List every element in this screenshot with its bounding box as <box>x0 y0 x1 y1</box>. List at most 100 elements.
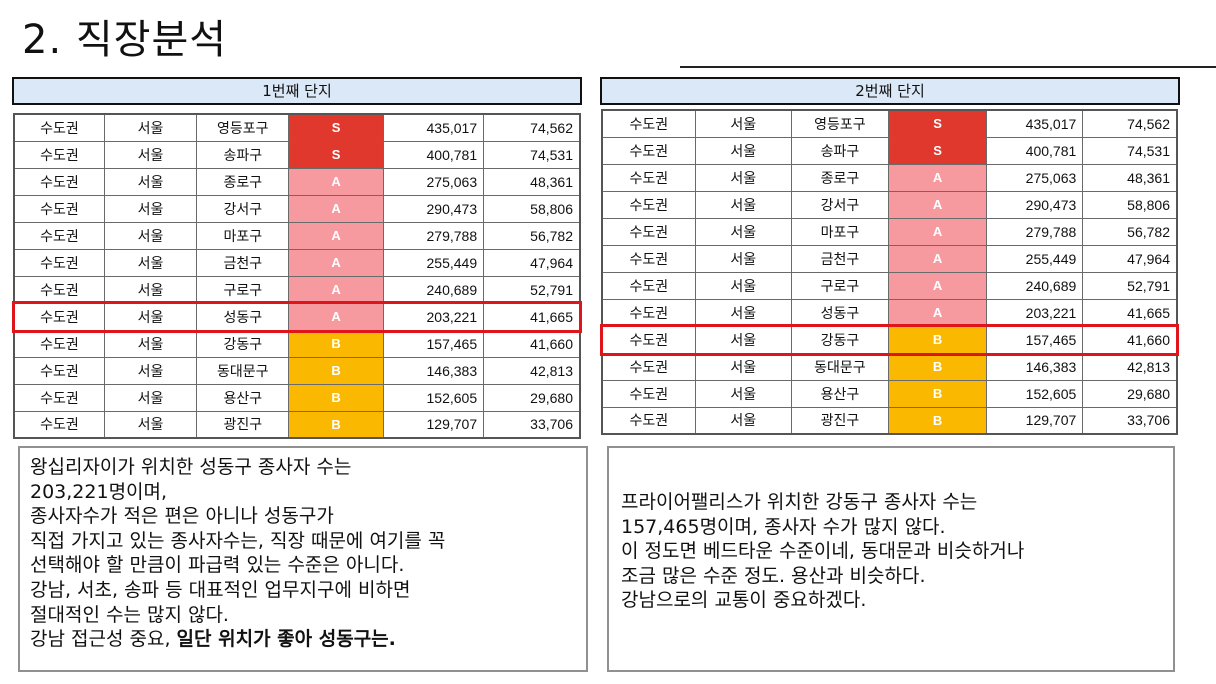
workers-cell: 275,063 <box>986 163 1084 192</box>
grade-cell: B <box>288 329 384 358</box>
companies-cell: 29,680 <box>1082 379 1178 408</box>
city-cell: 서울 <box>694 325 792 354</box>
grade-cell: B <box>887 406 988 435</box>
table-row: 수도권 서울 광진구 B 129,707 33,706 <box>601 406 1178 435</box>
note-text: 이 정도면 베드타운 수준이네, 동대문과 비슷하거나 <box>621 540 1025 563</box>
city-cell: 서울 <box>694 190 792 219</box>
table-row: 수도권 서울 용산구 B 152,605 29,680 <box>13 383 581 412</box>
table-row: 수도권 서울 구로구 A 240,689 52,791 <box>13 275 581 304</box>
region-cell: 수도권 <box>13 248 105 277</box>
note-line: 강남으로의 교통이 중요하겠다. <box>621 588 1173 613</box>
district-cell: 금천구 <box>196 248 290 277</box>
note-line: 157,465명이며, 종사자 수가 많지 않다. <box>621 515 1173 540</box>
companies-cell: 74,531 <box>1082 136 1178 165</box>
region-cell: 수도권 <box>601 163 696 192</box>
note-text: 강남, 서초, 송파 등 대표적인 업무지구에 비하면 <box>30 578 411 601</box>
table-row: 수도권 서울 강동구 B 157,465 41,660 <box>13 329 581 358</box>
city-cell: 서울 <box>694 217 792 246</box>
city-cell: 서울 <box>694 163 792 192</box>
district-cell: 종로구 <box>196 167 290 196</box>
note-text: 절대적인 수는 많지 않다. <box>30 603 229 626</box>
note-emphasis: 일단 위치가 좋아 성동구는. <box>176 628 396 651</box>
grade-cell: A <box>887 190 988 219</box>
grade-cell: A <box>288 221 384 250</box>
companies-cell: 56,782 <box>1082 217 1178 246</box>
table-row: 수도권 서울 용산구 B 152,605 29,680 <box>601 379 1178 408</box>
note-line: 203,221명이며, <box>30 480 586 505</box>
note-text: 종사자수가 적은 편은 아니나 성동구가 <box>30 505 334 528</box>
city-cell: 서울 <box>103 329 198 358</box>
note-text: 왕십리자이가 위치한 성동구 종사자 수는 <box>30 456 352 478</box>
workers-cell: 129,707 <box>382 410 485 439</box>
region-cell: 수도권 <box>13 302 105 331</box>
table-row: 수도권 서울 금천구 A 255,449 47,964 <box>13 248 581 277</box>
district-cell: 강서구 <box>196 194 290 223</box>
table-row: 수도권 서울 구로구 A 240,689 52,791 <box>601 271 1178 300</box>
region-cell: 수도권 <box>601 271 696 300</box>
region-cell: 수도권 <box>601 244 696 273</box>
table-row: 수도권 서울 영등포구 S 435,017 74,562 <box>601 109 1178 138</box>
grade-cell: S <box>887 136 988 165</box>
note-line: 조금 많은 수준 정도. 용산과 비슷하다. <box>621 564 1173 589</box>
region-cell: 수도권 <box>13 329 105 358</box>
table-row: 수도권 서울 마포구 A 279,788 56,782 <box>13 221 581 250</box>
region-cell: 수도권 <box>13 383 105 412</box>
workers-cell: 435,017 <box>986 109 1084 138</box>
right-note: 프라이어팰리스가 위치한 강동구 종사자 수는 157,465명이며, 종사자 수… <box>607 446 1175 672</box>
note-line: 선택해야 할 만큼이 파급력 있는 수준은 아니다. <box>30 553 586 578</box>
region-cell: 수도권 <box>13 140 105 169</box>
companies-cell: 58,806 <box>1082 190 1178 219</box>
district-cell: 송파구 <box>196 140 290 169</box>
district-cell: 용산구 <box>790 379 889 408</box>
workers-cell: 400,781 <box>382 140 485 169</box>
companies-cell: 58,806 <box>483 194 581 223</box>
city-cell: 서울 <box>103 248 198 277</box>
region-cell: 수도권 <box>601 352 696 381</box>
table-row: 수도권 서울 영등포구 S 435,017 74,562 <box>13 113 581 142</box>
companies-cell: 41,660 <box>1082 325 1178 354</box>
grade-cell: B <box>288 383 384 412</box>
workers-cell: 157,465 <box>382 329 485 358</box>
table-row: 수도권 서울 송파구 S 400,781 74,531 <box>13 140 581 169</box>
district-cell: 성동구 <box>790 298 889 327</box>
region-cell: 수도권 <box>13 356 105 385</box>
table-row: 수도권 서울 종로구 A 275,063 48,361 <box>601 163 1178 192</box>
grade-cell: A <box>887 271 988 300</box>
workers-cell: 279,788 <box>986 217 1084 246</box>
note-text: 프라이어팰리스가 위치한 강동구 종사자 수는 <box>621 491 978 513</box>
city-cell: 서울 <box>694 109 792 138</box>
workers-cell: 290,473 <box>986 190 1084 219</box>
companies-cell: 52,791 <box>1082 271 1178 300</box>
district-cell: 강서구 <box>790 190 889 219</box>
workers-cell: 400,781 <box>986 136 1084 165</box>
workers-cell: 240,689 <box>986 271 1084 300</box>
city-cell: 서울 <box>103 113 198 142</box>
district-cell: 광진구 <box>196 410 290 439</box>
city-cell: 서울 <box>694 352 792 381</box>
workers-cell: 146,383 <box>986 352 1084 381</box>
district-cell: 마포구 <box>790 217 889 246</box>
page-title: 2. 직장분석 <box>22 17 228 63</box>
companies-cell: 41,665 <box>483 302 581 331</box>
grade-cell: B <box>887 379 988 408</box>
district-cell: 영등포구 <box>790 109 889 138</box>
city-cell: 서울 <box>103 275 198 304</box>
grade-cell: S <box>887 109 988 138</box>
note-line: 종사자수가 적은 편은 아니나 성동구가 <box>30 504 586 529</box>
note-text: 157,465명이며, 종사자 수가 많지 않다. <box>621 515 946 538</box>
workers-cell: 255,449 <box>382 248 485 277</box>
city-cell: 서울 <box>694 244 792 273</box>
workers-cell: 129,707 <box>986 406 1084 435</box>
note-line: 직접 가지고 있는 종사자수는, 직장 때문에 여기를 꼭 <box>30 529 586 554</box>
city-cell: 서울 <box>103 410 198 439</box>
note-text: 203,221명이며, <box>30 480 168 503</box>
note-line: 이 정도면 베드타운 수준이네, 동대문과 비슷하거나 <box>621 539 1173 564</box>
table-row: 수도권 서울 성동구 A 203,221 41,665 <box>13 302 581 331</box>
grade-cell: B <box>887 325 988 354</box>
companies-cell: 48,361 <box>1082 163 1178 192</box>
district-cell: 동대문구 <box>790 352 889 381</box>
workers-cell: 152,605 <box>986 379 1084 408</box>
table-row: 수도권 서울 송파구 S 400,781 74,531 <box>601 136 1178 165</box>
region-cell: 수도권 <box>601 406 696 435</box>
district-cell: 구로구 <box>196 275 290 304</box>
